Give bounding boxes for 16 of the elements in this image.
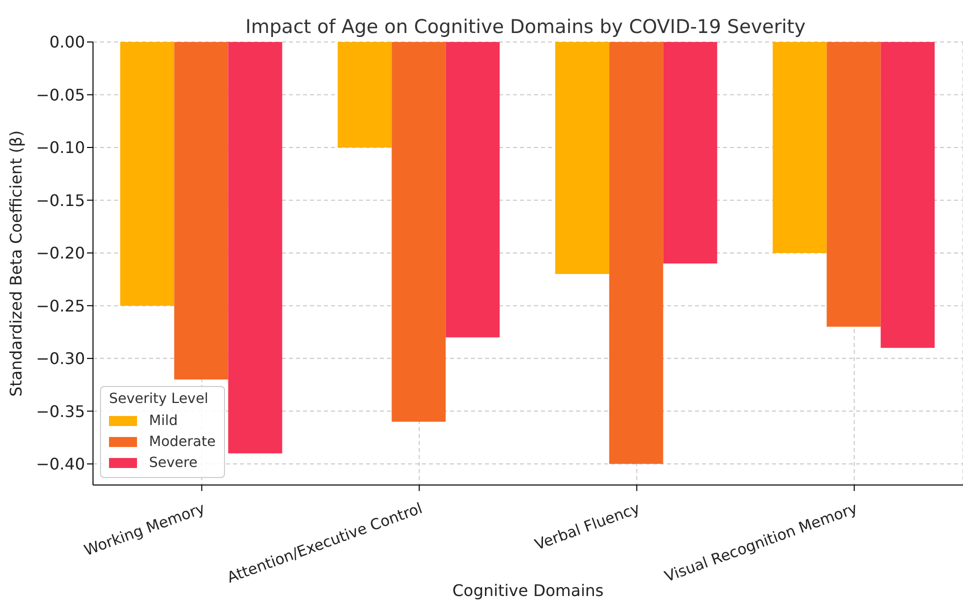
y-tick-label: −0.25	[36, 296, 85, 316]
x-axis-title: Cognitive Domains	[452, 581, 604, 600]
y-axis-title: Standardized Beta Coefficient (β)	[6, 130, 26, 397]
y-tick-label: 0.00	[49, 32, 85, 52]
legend-title: Severity Level	[109, 391, 210, 407]
y-tick-label: −0.20	[36, 244, 85, 263]
y-tick-label: −0.35	[36, 402, 85, 421]
legend-label: Mild	[149, 412, 178, 428]
y-tick-label: −0.30	[36, 349, 85, 368]
legend-label: Severe	[149, 454, 198, 470]
legend-label: Moderate	[149, 434, 216, 450]
y-tick-label: −0.10	[36, 138, 85, 158]
chart-title: Impact of Age on Cognitive Domains by COVID-19 Severity	[245, 16, 806, 38]
y-tick-label: −0.15	[36, 190, 85, 210]
y-tick-label: −0.05	[36, 85, 85, 104]
y-tick-label: −0.40	[36, 454, 85, 474]
